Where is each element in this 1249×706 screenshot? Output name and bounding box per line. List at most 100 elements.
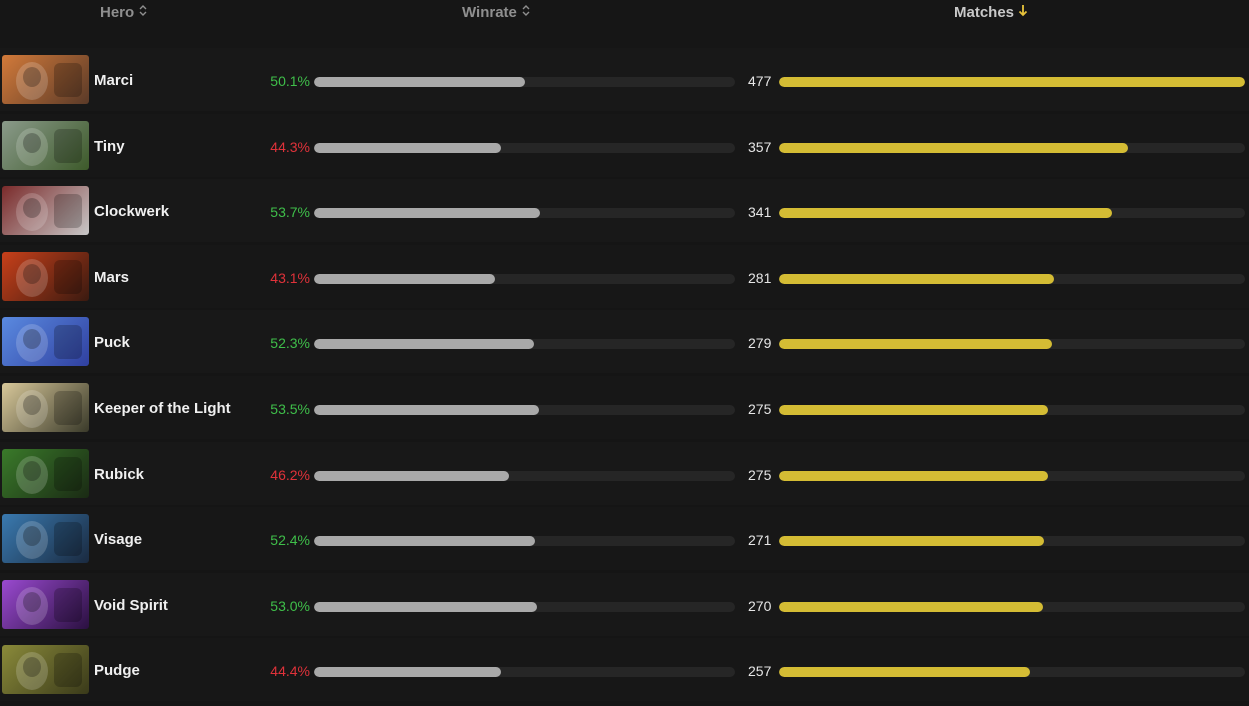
matches-bar-track [779, 273, 1245, 284]
matches-bar-fill [779, 339, 1052, 350]
hero-name[interactable]: Rubick [94, 465, 145, 483]
winrate-value: 46.2% [270, 466, 310, 483]
matches-bar-fill [779, 208, 1113, 219]
matches-value: 279 [748, 335, 772, 352]
matches-bar-track [779, 470, 1245, 481]
hero-name[interactable]: Marci [94, 72, 134, 89]
winrate-bar-fill [314, 339, 535, 350]
hero-portrait-art [16, 62, 82, 100]
matches-value: 270 [748, 597, 772, 614]
winrate-value: 52.4% [270, 532, 310, 549]
winrate-bar-fill [314, 404, 540, 415]
winrate-bar-fill [314, 601, 538, 612]
matches-value: 257 [748, 663, 772, 680]
hero-portrait[interactable] [2, 382, 89, 432]
matches-bar-fill [779, 273, 1054, 284]
matches-bar-fill [779, 404, 1048, 415]
hero-portrait[interactable] [2, 55, 89, 104]
winrate-bar-track [314, 273, 735, 284]
matches-bar-fill [779, 667, 1031, 678]
matches-value: 275 [748, 400, 772, 417]
hero-portrait[interactable] [2, 251, 89, 301]
matches-bar-track [779, 667, 1245, 678]
hero-name[interactable]: Mars [94, 268, 130, 286]
table-row[interactable]: Visage 52.4% 271 [0, 507, 1249, 571]
hero-portrait-art [16, 455, 82, 494]
hero-name[interactable]: Void Spirit [94, 596, 168, 614]
matches-value: 357 [748, 138, 772, 155]
table-row[interactable]: Void Spirit 53.0% 270 [0, 572, 1249, 636]
table-row[interactable]: Pudge 44.4% 257 [0, 638, 1249, 702]
table-header: Hero Winrate Matches [0, 0, 1249, 48]
winrate-value: 43.1% [270, 269, 310, 286]
hero-portrait-art [16, 324, 82, 363]
table-row[interactable]: Marci 50.1% 477 [0, 48, 1249, 111]
matches-bar-fill [779, 77, 1245, 87]
sort-desc-arrow-icon [1018, 4, 1028, 22]
hero-name[interactable]: Visage [94, 531, 143, 549]
winrate-bar-track [314, 77, 735, 87]
column-header-hero-label: Hero [100, 4, 135, 21]
hero-portrait-art [16, 127, 82, 166]
sort-updown-icon [521, 4, 531, 22]
column-header-winrate[interactable]: Winrate [462, 4, 531, 22]
column-header-hero[interactable]: Hero [100, 4, 148, 22]
hero-portrait[interactable] [2, 645, 89, 695]
hero-name[interactable]: Clockwerk [94, 203, 170, 221]
winrate-value: 52.3% [270, 335, 310, 352]
hero-name[interactable]: Tiny [94, 137, 125, 155]
hero-portrait-art [16, 193, 82, 232]
table-row[interactable]: Mars 43.1% 281 [0, 244, 1249, 308]
winrate-bar-fill [314, 667, 501, 678]
matches-bar-fill [779, 142, 1128, 153]
winrate-value: 53.7% [270, 204, 310, 221]
hero-portrait[interactable] [2, 317, 89, 367]
winrate-bar-track [314, 536, 735, 547]
winrate-bar-track [314, 404, 735, 415]
matches-bar-track [779, 77, 1245, 87]
matches-bar-fill [779, 470, 1048, 481]
matches-bar-fill [779, 601, 1043, 612]
winrate-value: 44.3% [270, 138, 310, 155]
winrate-value: 50.1% [270, 73, 310, 89]
winrate-value: 53.0% [270, 597, 310, 614]
winrate-bar-fill [314, 77, 525, 87]
hero-name[interactable]: Pudge [94, 662, 140, 680]
winrate-bar-track [314, 470, 735, 481]
hero-portrait[interactable] [2, 120, 89, 170]
winrate-bar-fill [314, 470, 509, 481]
matches-value: 477 [748, 73, 772, 89]
table-row[interactable]: Puck 52.3% 279 [0, 310, 1249, 374]
table-row[interactable]: Clockwerk 53.7% 341 [0, 179, 1249, 243]
column-header-matches-label: Matches [954, 4, 1015, 21]
table-row[interactable]: Rubick 46.2% 275 [0, 441, 1249, 505]
winrate-bar-fill [314, 273, 496, 284]
hero-portrait-art [16, 652, 82, 691]
hero-portrait[interactable] [2, 514, 89, 564]
matches-bar-track [779, 404, 1245, 415]
hero-portrait-art [16, 258, 82, 297]
hero-portrait-art [16, 389, 82, 428]
column-header-matches[interactable]: Matches [954, 4, 1028, 22]
hero-portrait[interactable] [2, 579, 89, 629]
winrate-bar-track [314, 667, 735, 678]
sort-updown-icon [138, 4, 148, 22]
table-row[interactable]: Tiny 44.3% 357 [0, 113, 1249, 177]
matches-bar-track [779, 601, 1245, 612]
table-row[interactable]: Keeper of the Light 53.5% 275 [0, 375, 1249, 439]
hero-portrait-art [16, 586, 82, 625]
winrate-bar-track [314, 142, 735, 153]
winrate-bar-fill [314, 142, 501, 153]
hero-table-body: Marci 50.1% 477 Tiny 44.3% 357 [0, 48, 1249, 702]
matches-bar-track [779, 142, 1245, 153]
hero-name[interactable]: Puck [94, 334, 130, 352]
matches-value: 341 [748, 204, 772, 221]
matches-value: 275 [748, 466, 772, 483]
hero-portrait[interactable] [2, 186, 89, 236]
hero-name[interactable]: Keeper of the Light [94, 399, 231, 417]
winrate-value: 53.5% [270, 400, 310, 417]
hero-portrait[interactable] [2, 448, 89, 498]
winrate-bar-track [314, 339, 735, 350]
hero-portrait-art [16, 521, 82, 560]
matches-bar-track [779, 536, 1245, 547]
